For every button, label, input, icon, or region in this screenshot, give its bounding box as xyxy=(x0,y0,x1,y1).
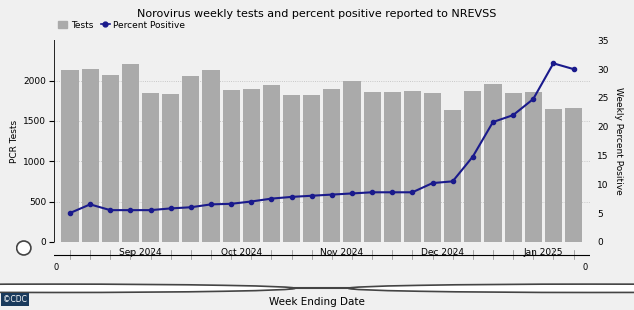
Bar xyxy=(505,93,522,242)
Bar xyxy=(565,108,582,242)
Text: 0: 0 xyxy=(54,263,59,272)
Circle shape xyxy=(349,284,634,293)
Bar xyxy=(525,92,542,242)
Bar xyxy=(444,110,461,242)
Bar xyxy=(223,90,240,242)
Bar xyxy=(142,94,159,242)
Bar xyxy=(283,95,300,242)
Text: Norovirus weekly tests and percent positive reported to NREVSS: Norovirus weekly tests and percent posit… xyxy=(138,9,496,19)
Bar xyxy=(183,76,200,242)
Bar xyxy=(484,84,501,242)
Bar xyxy=(545,109,562,242)
Bar xyxy=(101,75,119,242)
Text: ©CDC: ©CDC xyxy=(3,295,27,304)
Bar xyxy=(323,89,340,242)
Bar xyxy=(424,93,441,242)
Bar xyxy=(303,95,320,242)
Bar xyxy=(263,85,280,242)
Text: 0: 0 xyxy=(583,263,588,272)
Circle shape xyxy=(16,241,31,255)
Bar xyxy=(384,92,401,242)
Bar xyxy=(61,70,79,242)
Bar xyxy=(162,94,179,242)
Bar xyxy=(344,82,361,242)
Bar xyxy=(82,69,99,242)
Bar xyxy=(363,92,380,242)
Circle shape xyxy=(0,284,295,293)
Bar xyxy=(464,91,481,242)
Bar xyxy=(404,91,421,242)
Bar xyxy=(202,70,219,242)
Text: Week Ending Date: Week Ending Date xyxy=(269,297,365,307)
Bar xyxy=(243,89,260,242)
Bar xyxy=(122,64,139,242)
Y-axis label: Weekly Percent Positive: Weekly Percent Positive xyxy=(614,87,623,195)
Y-axis label: PCR Tests: PCR Tests xyxy=(10,119,19,163)
Legend: Tests, Percent Positive: Tests, Percent Positive xyxy=(58,21,185,30)
